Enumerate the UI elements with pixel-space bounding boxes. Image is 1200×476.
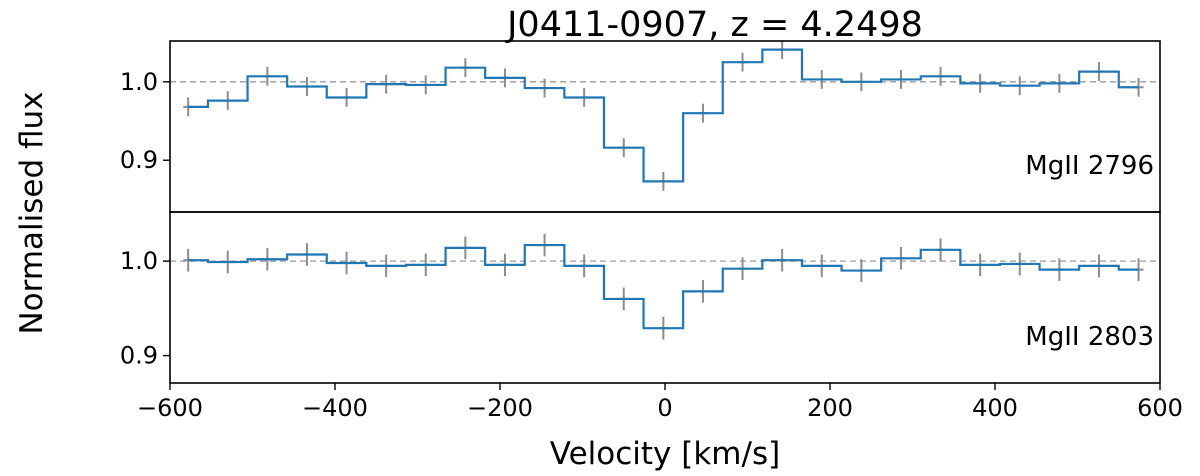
panel-label: MgII 2796 — [1025, 151, 1154, 181]
y-tick-label: 1.0 — [120, 68, 158, 96]
x-tick-label: 200 — [807, 394, 853, 422]
x-tick-label: 600 — [1137, 394, 1183, 422]
panel-mgii-2796: 0.9 1.0 MgII 2796 — [120, 40, 1161, 213]
y-tick-label: 0.9 — [120, 146, 158, 174]
x-axis-label: Velocity [km/s] — [550, 436, 780, 472]
chart-title: J0411-0907, z = 4.2498 — [505, 5, 923, 45]
x-tick-label: −200 — [467, 394, 533, 422]
x-tick-label: 0 — [657, 394, 672, 422]
x-tick-label: 400 — [972, 394, 1018, 422]
y-tick-label: 0.9 — [120, 342, 158, 370]
x-axis: −600 −400 −200 0 200 400 600 — [137, 383, 1183, 422]
panel-frame — [169, 40, 1161, 213]
flux-step-line — [188, 48, 1139, 183]
panel-frame — [169, 211, 1161, 384]
panel-label: MgII 2803 — [1025, 322, 1154, 352]
x-tick-label: −600 — [137, 394, 203, 422]
y-tick-label: 1.0 — [120, 247, 158, 275]
flux-step-line — [188, 243, 1139, 330]
x-tick-label: −400 — [302, 394, 368, 422]
panel-mgii-2803: 0.9 1.0 MgII 2803 — [120, 211, 1161, 384]
y-axis-label: Normalised flux — [14, 91, 50, 334]
